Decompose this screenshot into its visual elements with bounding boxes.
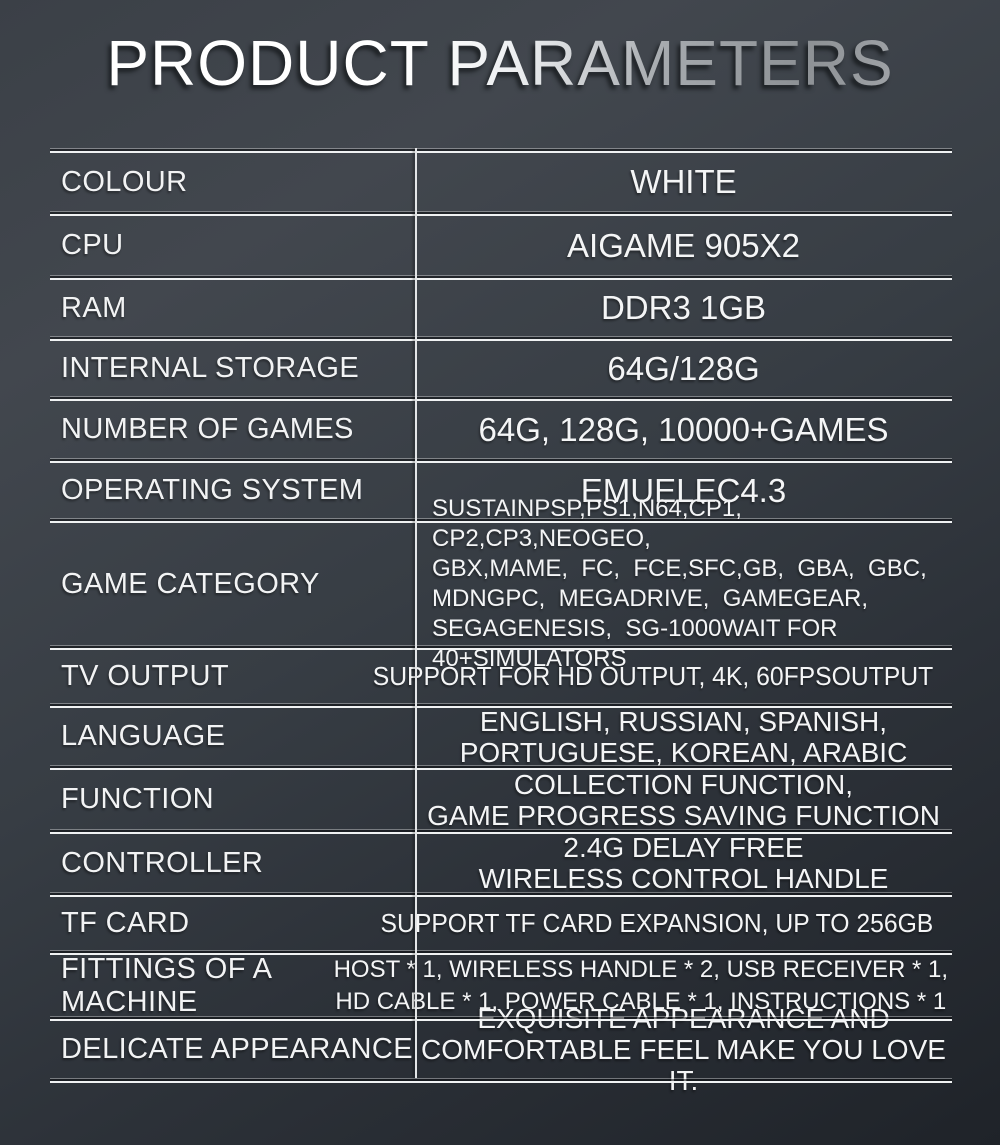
page-title: PRODUCT PARAMETERS: [0, 26, 1000, 100]
table-row-language: LANGUAGE ENGLISH, RUSSIAN, SPANISH, PORT…: [50, 705, 952, 768]
table-row-tf-card: TF CARD SUPPORT TF CARD EXPANSION, UP TO…: [50, 897, 952, 950]
table-row-tv-output: TV OUTPUT SUPPORT FOR HD OUTPUT, 4K, 60F…: [50, 650, 952, 703]
column-divider-line: [415, 148, 417, 1078]
row-label: TV OUTPUT: [61, 660, 229, 692]
row-divider: [50, 645, 952, 650]
row-label: OPERATING SYSTEM: [61, 474, 364, 506]
row-label: NUMBER OF GAMES: [61, 413, 354, 445]
row-value-line: SEGAGENESIS, SG-1000WAIT FOR 40+SIMULATO…: [432, 615, 845, 672]
row-divider: [50, 950, 952, 955]
table-row-cpu: CPU AIGAME 905X2: [50, 216, 952, 275]
row-label: COLOUR: [61, 165, 188, 198]
row-value: SUPPORT TF CARD EXPANSION, UP TO 256GB: [380, 908, 934, 938]
table-border-top: [50, 148, 952, 153]
row-divider: [50, 458, 952, 463]
row-value: WHITE: [630, 163, 737, 200]
row-value-line: HD CABLE * 1, POWER CABLE * 1, INSTRUCTI…: [335, 987, 947, 1015]
row-value: SUPPORT FOR HD OUTPUT, 4K, 60FPSOUTPUT: [372, 661, 934, 691]
row-label: LANGUAGE: [61, 720, 226, 752]
row-label: GAME CATEGORY: [61, 567, 320, 600]
row-divider: [50, 829, 952, 834]
row-divider: [50, 396, 952, 401]
table-row-controller: CONTROLLER 2.4G DELAY FREE WIRELESS CONT…: [50, 832, 952, 894]
row-value-line: PORTUGUESE, KOREAN, ARABIC: [459, 736, 908, 768]
row-divider: [50, 765, 952, 770]
row-divider: [50, 1016, 952, 1021]
row-value-line: WIRELESS CONTROL HANDLE: [478, 863, 889, 894]
row-value-line: MDNGPC, MEGADRIVE, GAMEGEAR,: [432, 585, 869, 612]
table-row-number-of-games: NUMBER OF GAMES 64G, 128G, 10000+GAMES: [50, 401, 952, 458]
product-parameters-table: COLOUR WHITE CPU AIGAME 905X2 RAM DDR3 1…: [50, 148, 952, 1096]
table-row-internal-storage: INTERNAL STORAGE 64G/128G: [50, 341, 952, 396]
row-value-line: GBX,MAME, FC, FCE,SFC,GB, GBA, GBC,: [432, 555, 927, 582]
row-label: DELICATE APPEARANCE: [61, 1033, 413, 1065]
table-row-operating-system: OPERATING SYSTEM EMUELEC4.3: [50, 463, 952, 518]
row-value-line: 2.4G DELAY FREE: [563, 832, 804, 863]
row-value-line: COLLECTION FUNCTION,: [513, 768, 854, 800]
table-row-colour: COLOUR WHITE: [50, 153, 952, 211]
row-value-line: SUSTAINPSP,PS1,N64,CP1, CP2,CP3,NEOGEO,: [432, 495, 756, 552]
row-label: RAM: [61, 291, 127, 324]
row-label: CONTROLLER: [61, 846, 264, 879]
table-row-ram: RAM DDR3 1GB: [50, 280, 952, 336]
row-divider: [50, 336, 952, 341]
row-value: 64G/128G: [607, 349, 760, 387]
row-value-line: HOST * 1, WIRELESS HANDLE * 2, USB RECEI…: [333, 955, 948, 983]
row-value: EMUELEC4.3: [580, 471, 787, 509]
row-divider: [50, 518, 952, 523]
row-label: TF CARD: [61, 907, 190, 939]
row-divider: [50, 703, 952, 708]
row-value: 64G, 128G, 10000+GAMES: [478, 410, 889, 448]
row-divider: [50, 892, 952, 897]
row-divider: [50, 211, 952, 216]
table-row-delicate-appearance: DELICATE APPEARANCE EXQUISITE APPEARANCE…: [50, 1003, 952, 1096]
table-row-function: FUNCTION COLLECTION FUNCTION, GAME PROGR…: [50, 768, 952, 831]
table-row-fittings-of-a-machine: FITTINGS OF A MACHINE HOST * 1, WIRELESS…: [50, 952, 952, 1018]
row-label: FUNCTION: [61, 783, 215, 815]
table-row-game-category: GAME CATEGORY SUSTAINPSP,PS1,N64,CP1, CP…: [50, 495, 952, 672]
row-value-line: GAME PROGRESS SAVING FUNCTION: [427, 799, 940, 831]
row-value: AIGAME 905X2: [567, 226, 800, 264]
row-label: INTERNAL STORAGE: [61, 352, 360, 384]
row-label: FITTINGS OF A MACHINE: [61, 952, 271, 1018]
row-label: CPU: [61, 229, 124, 261]
table-border-bottom: [50, 1078, 952, 1083]
row-value-line: COMFORTABLE FEEL MAKE YOU LOVE IT.: [421, 1034, 946, 1096]
row-divider: [50, 275, 952, 280]
row-value: DDR3 1GB: [600, 289, 767, 326]
row-value-line: ENGLISH, RUSSIAN, SPANISH,: [479, 705, 888, 737]
